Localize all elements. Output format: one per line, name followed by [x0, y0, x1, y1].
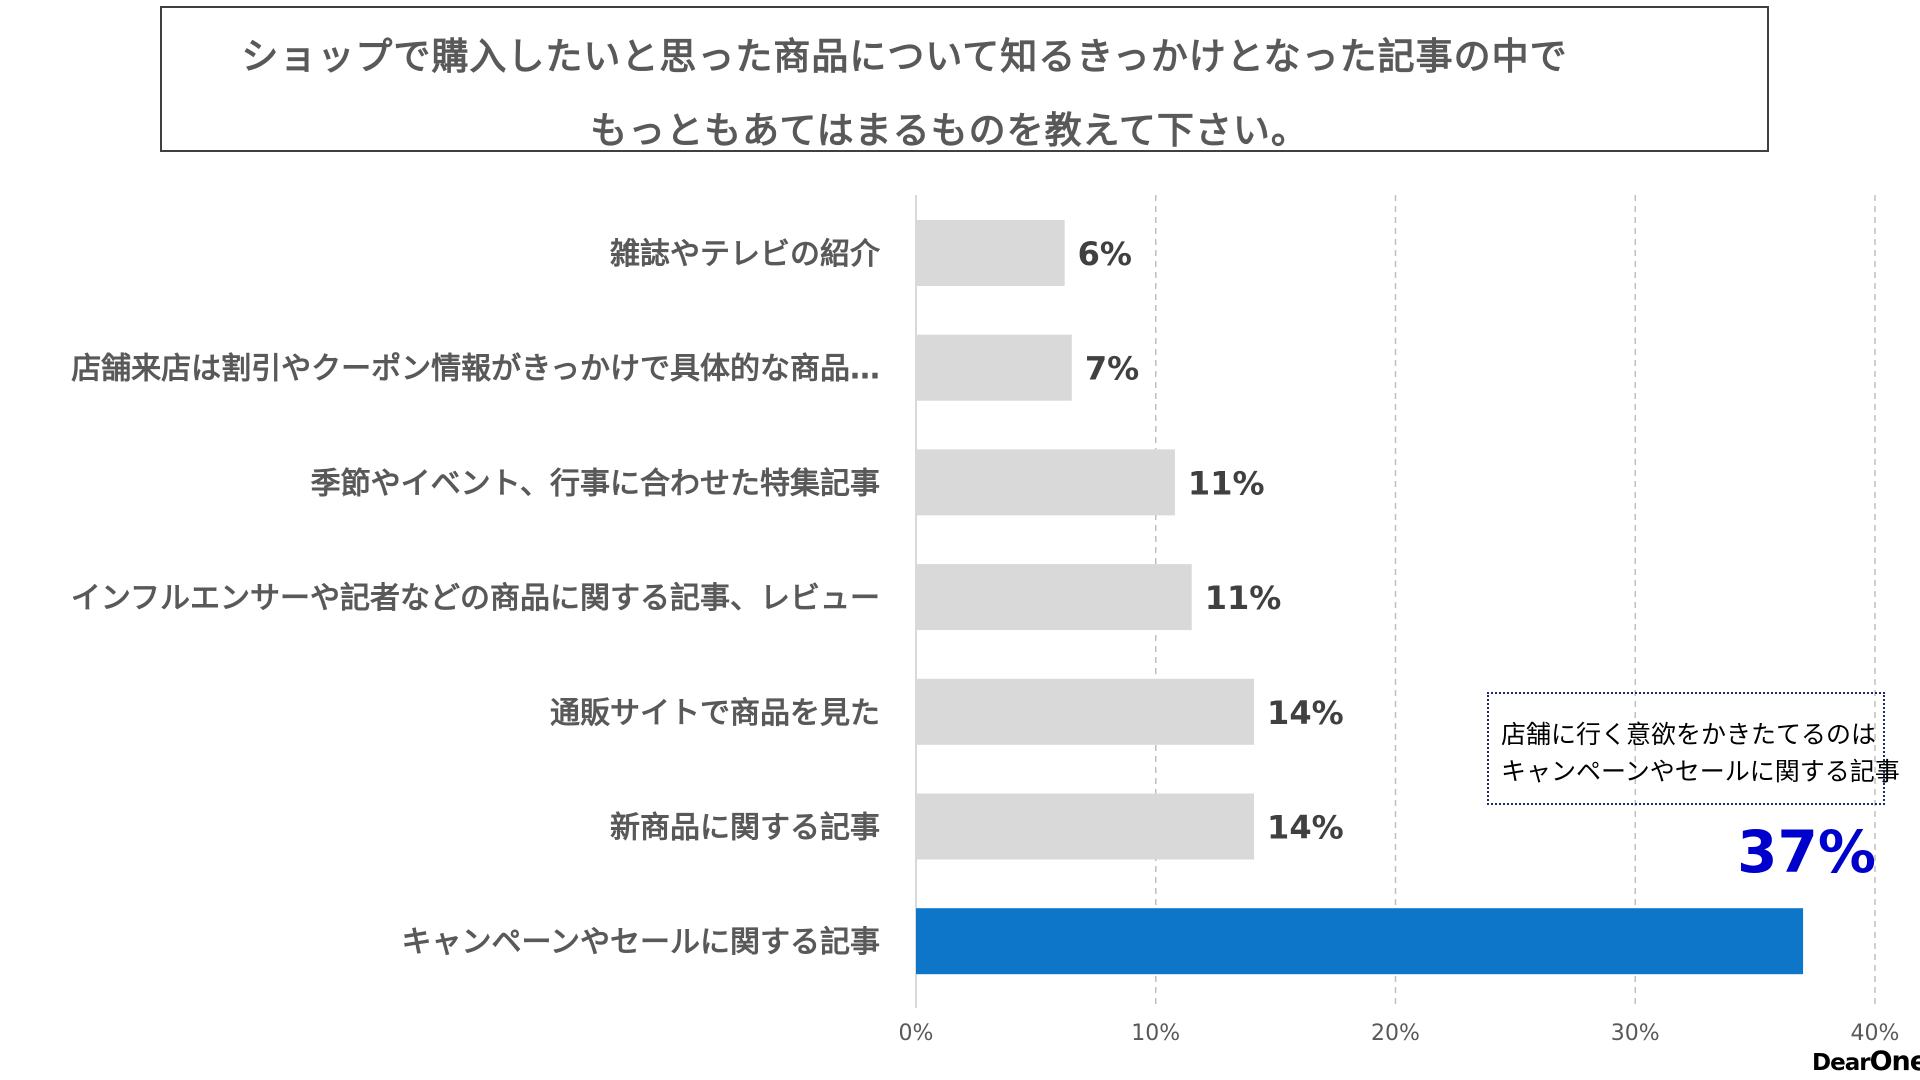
bar	[916, 908, 1804, 975]
category-label: インフルエンサーや記者などの商品に関する記事、レビュー	[71, 581, 880, 616]
bar	[916, 564, 1192, 631]
data-label: 11%	[1205, 579, 1282, 617]
highlight-percentage: 37%	[1737, 818, 1876, 886]
x-tick-label: 20%	[1371, 1021, 1420, 1046]
bar	[916, 793, 1255, 860]
x-tick-label: 40%	[1851, 1021, 1900, 1046]
logo-text-one: One	[1869, 1046, 1920, 1077]
data-label: 7%	[1085, 350, 1139, 388]
data-label: 11%	[1188, 464, 1265, 502]
question-title-line-1: ショップで購入したいと思った商品について知るきっかけとなった記事の中で	[241, 35, 1568, 78]
bar	[916, 220, 1065, 286]
data-label: 14%	[1267, 694, 1344, 732]
bar	[916, 449, 1175, 516]
bar	[916, 678, 1255, 745]
question-title-line-2: もっともあてはまるものを教えて下さい。	[590, 109, 1309, 152]
category-label: 新商品に関する記事	[610, 811, 880, 846]
dearone-logo: DearOne	[1812, 1046, 1920, 1077]
x-tick-label: 10%	[1131, 1021, 1180, 1046]
callout-box: 店舗に行く意欲をかきたてるのは キャンペーンやセールに関する記事	[1487, 692, 1900, 805]
bar	[916, 334, 1072, 401]
x-tick-label: 0%	[899, 1021, 934, 1046]
logo-text-dear: Dear	[1812, 1050, 1871, 1076]
data-label: 14%	[1267, 809, 1344, 847]
callout-line-1: 店舗に行く意欲をかきたてるのは	[1501, 720, 1877, 749]
category-label: 通販サイトで商品を見た	[550, 696, 880, 731]
question-title-box: ショップで購入したいと思った商品について知るきっかけとなった記事の中で もっとも…	[160, 6, 1769, 152]
data-label: 6%	[1078, 235, 1132, 273]
category-label: キャンペーンやセールに関する記事	[402, 925, 881, 960]
category-label: 店舗来店は割引やクーポン情報がきっかけで具体的な商品…	[71, 352, 880, 387]
category-label: 雑誌やテレビの紹介	[609, 237, 881, 272]
x-tick-label: 30%	[1611, 1021, 1660, 1046]
category-label: 季節やイベント、行事に合わせた特集記事	[311, 466, 880, 501]
callout-line-2: キャンペーンやセールに関する記事	[1501, 757, 1900, 786]
